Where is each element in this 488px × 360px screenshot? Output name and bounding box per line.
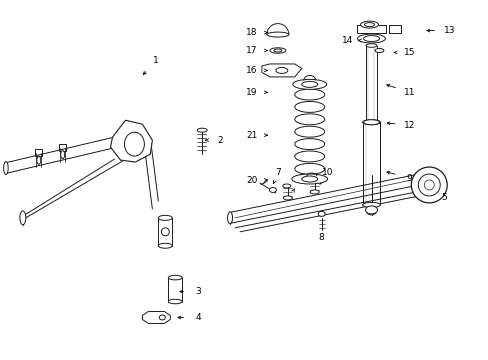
Text: 4: 4 xyxy=(195,313,201,322)
Text: 19: 19 xyxy=(246,88,257,97)
Ellipse shape xyxy=(318,211,325,216)
Text: 16: 16 xyxy=(246,66,257,75)
Ellipse shape xyxy=(282,184,290,188)
Ellipse shape xyxy=(357,34,385,43)
Ellipse shape xyxy=(20,211,26,225)
Ellipse shape xyxy=(158,215,172,220)
Ellipse shape xyxy=(227,212,232,224)
FancyBboxPatch shape xyxy=(59,144,66,150)
Ellipse shape xyxy=(161,228,169,236)
Ellipse shape xyxy=(61,150,64,159)
Polygon shape xyxy=(110,120,152,162)
Ellipse shape xyxy=(363,120,379,125)
Ellipse shape xyxy=(269,188,276,193)
Text: 20: 20 xyxy=(246,176,257,185)
Ellipse shape xyxy=(168,299,182,304)
Wedge shape xyxy=(266,24,288,35)
Text: 15: 15 xyxy=(403,48,414,57)
Text: 18: 18 xyxy=(246,28,257,37)
Ellipse shape xyxy=(273,49,281,52)
Polygon shape xyxy=(142,311,170,323)
Ellipse shape xyxy=(283,196,292,200)
Ellipse shape xyxy=(360,21,378,28)
FancyBboxPatch shape xyxy=(35,149,42,156)
Ellipse shape xyxy=(362,120,380,125)
Text: 12: 12 xyxy=(403,121,414,130)
Ellipse shape xyxy=(366,121,376,124)
Ellipse shape xyxy=(362,202,380,207)
Text: 21: 21 xyxy=(246,131,257,140)
Text: 3: 3 xyxy=(195,287,201,296)
Ellipse shape xyxy=(374,49,383,53)
Text: 5: 5 xyxy=(441,193,446,202)
Text: 17: 17 xyxy=(246,46,257,55)
Ellipse shape xyxy=(269,48,285,53)
Ellipse shape xyxy=(275,67,287,73)
Ellipse shape xyxy=(366,207,376,215)
Text: 11: 11 xyxy=(403,88,414,97)
Ellipse shape xyxy=(301,81,317,87)
Text: 6: 6 xyxy=(296,174,302,183)
Ellipse shape xyxy=(168,275,182,280)
Ellipse shape xyxy=(292,80,326,89)
Ellipse shape xyxy=(291,174,327,184)
Circle shape xyxy=(417,174,439,196)
Polygon shape xyxy=(262,64,301,77)
Text: 14: 14 xyxy=(341,36,352,45)
Ellipse shape xyxy=(301,176,317,182)
Ellipse shape xyxy=(158,243,172,248)
Ellipse shape xyxy=(309,190,319,194)
Circle shape xyxy=(424,180,433,190)
Text: 1: 1 xyxy=(152,56,158,65)
Ellipse shape xyxy=(363,36,379,41)
Ellipse shape xyxy=(37,156,41,164)
Ellipse shape xyxy=(365,206,377,214)
Ellipse shape xyxy=(124,132,144,156)
Ellipse shape xyxy=(364,23,374,27)
Ellipse shape xyxy=(4,162,8,175)
Text: 2: 2 xyxy=(217,136,223,145)
Ellipse shape xyxy=(366,44,376,47)
Text: 8: 8 xyxy=(318,233,324,242)
Ellipse shape xyxy=(197,128,207,132)
Ellipse shape xyxy=(310,178,318,182)
Text: 13: 13 xyxy=(443,26,454,35)
Ellipse shape xyxy=(266,32,288,37)
Ellipse shape xyxy=(159,315,165,320)
Bar xyxy=(388,24,401,32)
FancyBboxPatch shape xyxy=(356,24,386,32)
Text: 9: 9 xyxy=(406,174,411,183)
Text: 10: 10 xyxy=(321,167,333,176)
Text: 7: 7 xyxy=(274,167,280,176)
Circle shape xyxy=(410,167,447,203)
